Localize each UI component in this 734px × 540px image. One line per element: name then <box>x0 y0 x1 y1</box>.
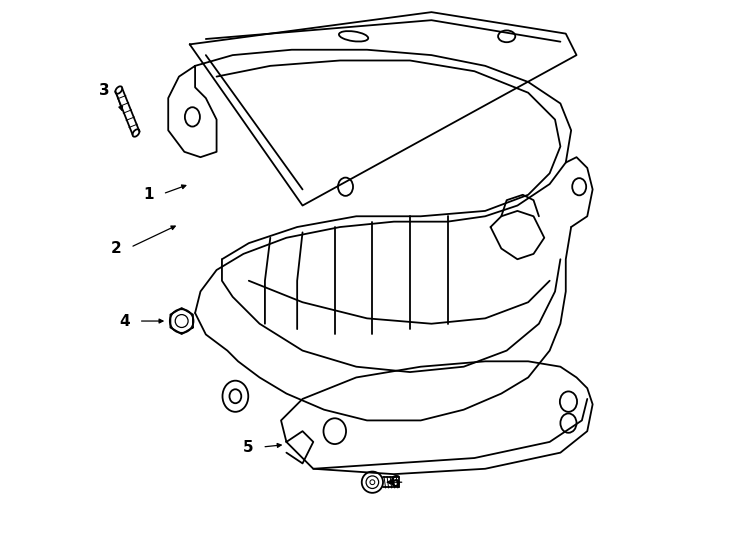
Ellipse shape <box>185 107 200 126</box>
Ellipse shape <box>338 178 353 196</box>
Ellipse shape <box>339 31 368 42</box>
Ellipse shape <box>222 381 248 412</box>
Text: 1: 1 <box>143 187 153 202</box>
Text: 4: 4 <box>119 314 129 328</box>
Text: 2: 2 <box>111 241 122 256</box>
Ellipse shape <box>170 309 194 333</box>
Ellipse shape <box>324 418 346 444</box>
Text: 6: 6 <box>390 475 401 490</box>
Ellipse shape <box>370 480 375 484</box>
Ellipse shape <box>498 30 515 42</box>
Ellipse shape <box>115 86 123 94</box>
Ellipse shape <box>560 392 577 412</box>
Ellipse shape <box>573 178 586 195</box>
Text: 5: 5 <box>242 440 253 455</box>
Ellipse shape <box>366 476 379 489</box>
Text: 3: 3 <box>98 83 109 98</box>
Ellipse shape <box>560 414 576 433</box>
Ellipse shape <box>133 129 139 137</box>
Ellipse shape <box>362 471 383 493</box>
Ellipse shape <box>230 389 241 403</box>
Ellipse shape <box>175 315 188 327</box>
